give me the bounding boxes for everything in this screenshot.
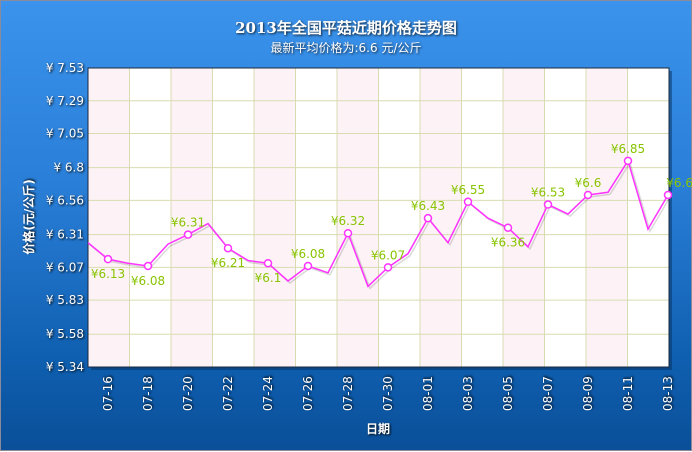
x-axis-title: 日期 <box>366 421 390 436</box>
data-label: ¥6.6 <box>575 176 602 190</box>
x-tick-label: 08-13 <box>661 376 675 411</box>
y-tick-label: ¥ 6.31 <box>46 228 84 242</box>
x-tick-label: 08-01 <box>421 376 435 411</box>
data-label: ¥6.21 <box>211 256 245 270</box>
y-tick-label: ¥ 5.34 <box>46 360 84 374</box>
y-tick-label: ¥ 5.58 <box>46 327 84 341</box>
x-tick-label: 08-07 <box>541 376 555 411</box>
plot-band <box>586 68 628 367</box>
y-tick-label: ¥ 6.07 <box>46 260 84 274</box>
plot-band <box>171 68 213 367</box>
data-point <box>503 223 513 232</box>
data-label: ¥6.6 <box>666 176 692 190</box>
data-label: ¥6.32 <box>331 214 365 228</box>
y-tick-label: ¥ 7.05 <box>46 127 84 141</box>
data-label: ¥6.31 <box>171 216 205 230</box>
data-point <box>423 213 433 223</box>
y-tick-label: ¥ 7.53 <box>46 61 84 75</box>
x-tick-label: 07-18 <box>141 376 155 411</box>
data-point <box>583 190 593 200</box>
data-point <box>223 243 233 253</box>
x-tick-label: 07-26 <box>301 376 315 411</box>
y-axis-title: 价格(元/公斤) <box>21 179 36 254</box>
data-label: ¥6.1 <box>255 271 282 285</box>
data-point <box>263 258 273 268</box>
x-tick-label: 07-16 <box>101 376 115 411</box>
y-tick-label: ¥ 5.83 <box>46 293 84 307</box>
plot-band <box>503 68 545 367</box>
x-tick-label: 07-22 <box>221 376 235 411</box>
data-point <box>543 200 553 209</box>
x-tick-label: 08-11 <box>621 376 635 411</box>
data-label: ¥6.07 <box>371 248 405 262</box>
data-point <box>343 228 353 238</box>
y-tick-label: ¥ 6.56 <box>46 193 84 207</box>
x-tick-label: 07-24 <box>261 376 275 411</box>
chart-title: 2013年全国平菇近期价格走势图 <box>235 19 457 37</box>
chart-subtitle: 最新平均价格为:6.6 元/公斤 <box>270 41 422 55</box>
x-tick-label: 07-30 <box>381 376 395 411</box>
data-point <box>183 230 193 239</box>
data-label: ¥6.08 <box>291 247 325 261</box>
x-tick-label: 08-05 <box>501 376 515 411</box>
data-point <box>303 261 313 271</box>
data-label: ¥6.08 <box>131 274 165 288</box>
plot-band <box>337 68 379 367</box>
data-point <box>103 254 113 264</box>
data-label: ¥6.55 <box>451 183 485 197</box>
x-tick-label: 07-20 <box>181 376 195 411</box>
y-tick-label: ¥ 6.8 <box>53 161 84 175</box>
data-point <box>463 197 473 207</box>
x-tick-label: 08-03 <box>461 376 475 411</box>
data-label: ¥6.36 <box>491 236 525 250</box>
x-tick-label: 07-28 <box>341 376 355 411</box>
y-tick-label: ¥ 7.29 <box>46 94 84 108</box>
plot-border <box>87 67 670 368</box>
data-point <box>143 261 153 271</box>
data-label: ¥6.85 <box>611 142 645 156</box>
data-point <box>663 190 673 200</box>
data-label: ¥6.53 <box>531 186 565 200</box>
plot-band <box>88 68 130 367</box>
plot-band <box>254 68 296 367</box>
data-label: ¥6.43 <box>411 199 445 213</box>
x-tick-label: 08-09 <box>581 376 595 411</box>
data-point <box>623 156 633 166</box>
data-label: ¥6.13 <box>91 267 125 281</box>
data-point <box>383 263 393 272</box>
